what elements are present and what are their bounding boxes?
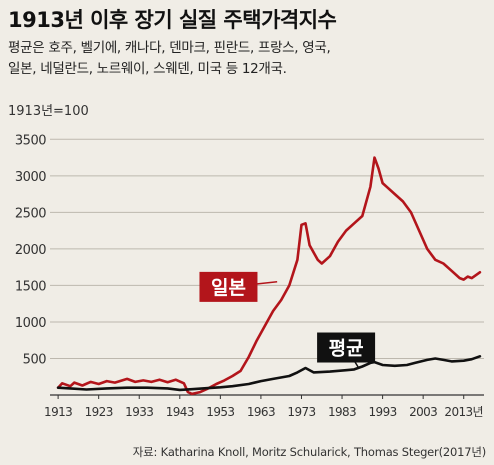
y-tick-label: 3500: [15, 133, 46, 148]
y-tick-label: 1500: [15, 279, 46, 294]
x-tick-label: 1933: [125, 405, 153, 419]
unit-label: 1913년=100: [8, 104, 89, 119]
x-tick-label: 1943: [166, 405, 194, 419]
x-tick-label: 1993: [369, 405, 397, 419]
x-tick-label: 2003: [409, 405, 437, 419]
series-line-0: [56, 156, 482, 396]
series-label-box: [317, 332, 376, 363]
series-label-1: 평균: [329, 338, 364, 360]
chart-subtitle: 평균은 호주, 벨기에, 캐나다, 덴마크, 핀란드, 프랑스, 영국, 일본,…: [8, 38, 488, 80]
y-tick-label: 2000: [15, 243, 46, 258]
series-line-1: [56, 355, 482, 392]
x-tick-label: 1983: [328, 405, 356, 419]
series-label-box: [199, 271, 258, 302]
subtitle-line-1: 평균은 호주, 벨기에, 캐나다, 덴마크, 핀란드, 프랑스, 영국,: [8, 40, 331, 56]
chart-title: 1913년 이후 장기 실질 주택가격지수: [8, 8, 337, 32]
x-tick-label: 1913: [44, 405, 72, 419]
x-tick-label: 1963: [247, 405, 275, 419]
y-tick-label: 1000: [15, 316, 46, 331]
x-tick-label: 1953: [206, 405, 234, 419]
subtitle-line-2: 일본, 네덜란드, 노르웨이, 스웨덴, 미국 등 12개국.: [8, 61, 287, 77]
source-note: 자료: Katharina Knoll, Moritz Schularick, …: [132, 445, 486, 459]
y-tick-label: 500: [23, 352, 47, 367]
x-tick-label: 2013년: [444, 405, 483, 419]
y-tick-label: 3000: [15, 170, 46, 185]
y-tick-label: 2500: [15, 206, 46, 221]
x-tick-label: 1973: [287, 405, 315, 419]
x-tick-label: 1923: [85, 405, 113, 419]
series-label-0: 일본: [211, 277, 246, 299]
